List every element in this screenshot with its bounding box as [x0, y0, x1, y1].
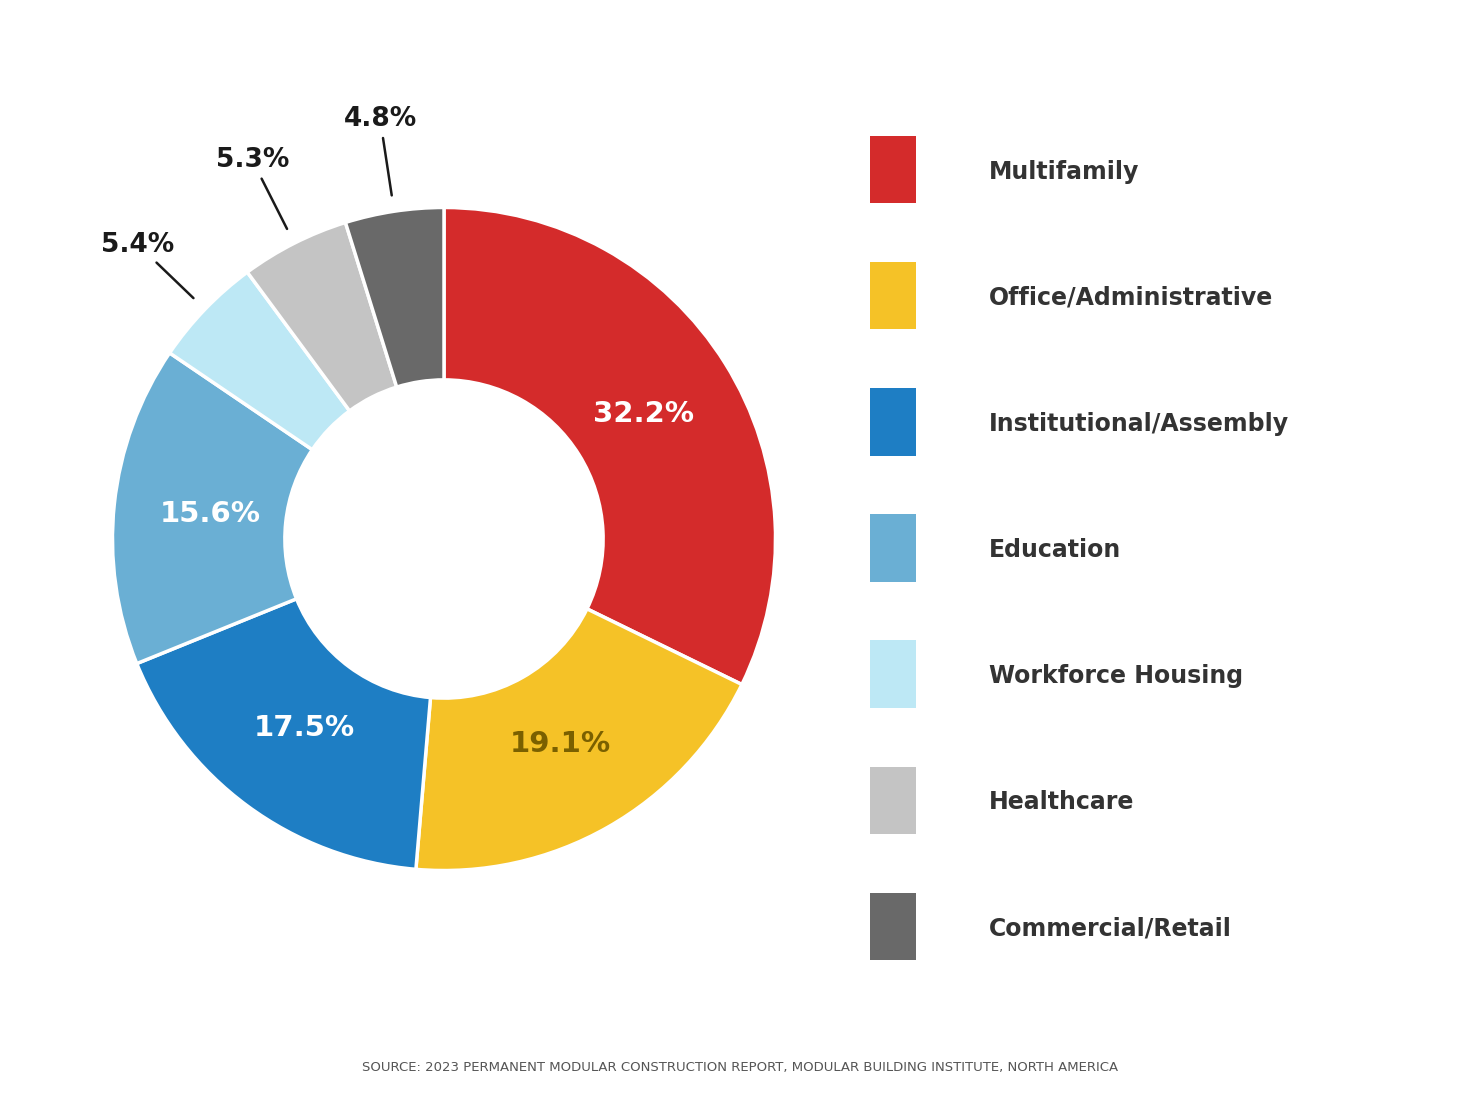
Text: Education: Education [989, 538, 1120, 562]
Text: 5.3%: 5.3% [216, 147, 289, 229]
Wedge shape [416, 608, 741, 870]
Text: Multifamily: Multifamily [989, 160, 1140, 184]
Text: Workforce Housing: Workforce Housing [989, 664, 1243, 689]
FancyBboxPatch shape [870, 893, 916, 960]
FancyBboxPatch shape [870, 515, 916, 582]
Wedge shape [345, 208, 444, 387]
Text: SOURCE: 2023 PERMANENT MODULAR CONSTRUCTION REPORT, MODULAR BUILDING INSTITUTE, : SOURCE: 2023 PERMANENT MODULAR CONSTRUCT… [363, 1060, 1117, 1074]
FancyBboxPatch shape [870, 262, 916, 329]
FancyBboxPatch shape [870, 388, 916, 455]
FancyBboxPatch shape [870, 767, 916, 834]
Wedge shape [112, 353, 312, 663]
Text: 17.5%: 17.5% [253, 715, 355, 742]
Wedge shape [136, 598, 431, 869]
Wedge shape [444, 208, 776, 684]
FancyBboxPatch shape [870, 136, 916, 204]
Text: Office/Administrative: Office/Administrative [989, 286, 1273, 310]
Wedge shape [247, 222, 397, 411]
Wedge shape [170, 272, 349, 450]
Text: 4.8%: 4.8% [343, 107, 417, 196]
Text: Healthcare: Healthcare [989, 790, 1134, 814]
Text: Commercial/Retail: Commercial/Retail [989, 916, 1231, 940]
Text: Institutional/Assembly: Institutional/Assembly [989, 411, 1289, 436]
Text: 19.1%: 19.1% [509, 729, 611, 758]
Text: 5.4%: 5.4% [102, 232, 194, 298]
Text: 32.2%: 32.2% [593, 400, 694, 428]
Text: 15.6%: 15.6% [160, 500, 260, 528]
FancyBboxPatch shape [870, 640, 916, 707]
